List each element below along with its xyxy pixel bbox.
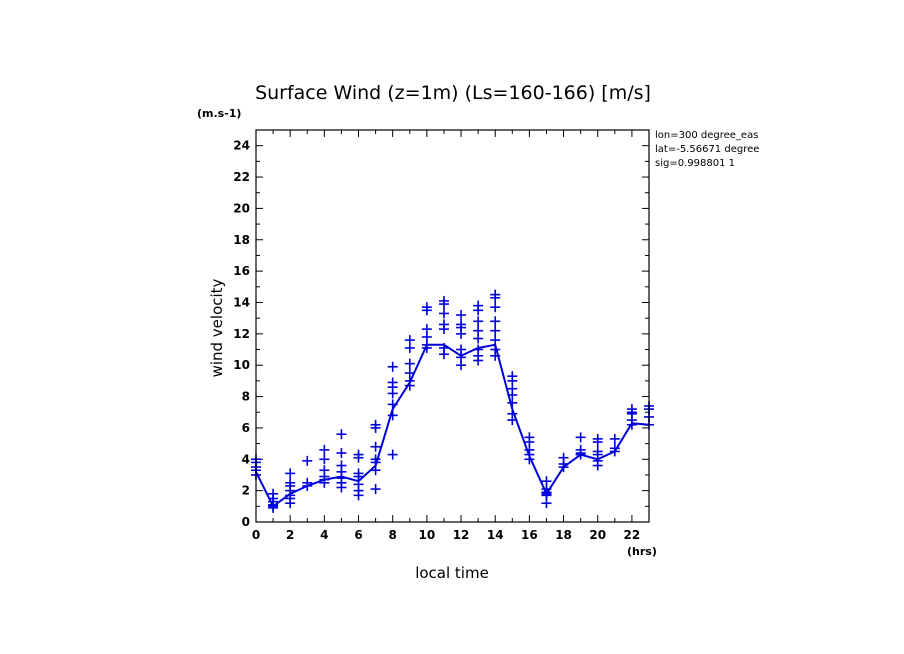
- y-tick-label: 0: [242, 515, 250, 529]
- scatter-point: [336, 429, 347, 440]
- scatter-point: [370, 422, 381, 433]
- y-tick-label: 8: [242, 390, 250, 404]
- info-lat: lat=-5.56671 degree: [655, 144, 759, 155]
- scatter-point: [319, 444, 330, 455]
- scatter-point: [421, 305, 432, 316]
- scatter-point: [575, 432, 586, 443]
- scatter-point: [404, 358, 415, 369]
- scatter-point: [473, 316, 484, 327]
- scatter-point: [490, 292, 501, 303]
- scatter-point: [387, 449, 398, 460]
- y-tick-label: 24: [233, 139, 250, 153]
- plot-frame: [255, 129, 650, 523]
- scatter-point: [490, 302, 501, 313]
- scatter-point: [285, 498, 296, 509]
- scatter-point: [456, 328, 467, 339]
- x-tick-label: 22: [624, 528, 641, 542]
- y-tick-label: 18: [233, 233, 250, 247]
- chart-title: Surface Wind (z=1m) (Ls=160-166) [m/s]: [255, 82, 651, 104]
- y-unit-label: (m.s-1): [197, 107, 241, 120]
- scatter-point: [370, 441, 381, 452]
- scatter-point: [336, 448, 347, 459]
- y-tick-label: 6: [242, 421, 250, 435]
- scatter-point: [404, 342, 415, 353]
- x-tick-label: 0: [252, 528, 260, 542]
- scatter-point: [438, 324, 449, 335]
- scatter-point: [456, 360, 467, 371]
- scatter-point: [541, 498, 552, 509]
- scatter-points: [251, 289, 654, 513]
- scatter-point: [609, 433, 620, 444]
- scatter-point: [387, 361, 398, 372]
- x-tick-label: 12: [453, 528, 470, 542]
- x-tick-label: 10: [419, 528, 436, 542]
- scatter-point: [438, 299, 449, 310]
- scatter-point: [473, 305, 484, 316]
- info-lon: lon=300 degree_eas: [655, 130, 758, 141]
- scatter-point: [473, 355, 484, 366]
- scatter-point: [438, 349, 449, 360]
- scatter-point: [319, 454, 330, 465]
- y-tick-label: 20: [233, 201, 250, 215]
- scatter-point: [456, 310, 467, 321]
- y-tick-label: 12: [233, 327, 250, 341]
- scatter-point: [592, 437, 603, 448]
- scatter-point: [490, 316, 501, 327]
- scatter-point: [473, 333, 484, 344]
- info-sig: sig=0.998801 1: [655, 158, 735, 169]
- scatter-point: [490, 335, 501, 346]
- x-tick-label: 14: [487, 528, 504, 542]
- y-tick-label: 10: [233, 358, 250, 372]
- scatter-point: [353, 490, 364, 501]
- scatter-point: [370, 484, 381, 495]
- x-tick-label: 20: [589, 528, 606, 542]
- x-axis-label: local time: [415, 564, 489, 582]
- x-tick-label: 2: [286, 528, 294, 542]
- y-axis-label: wind velocity: [208, 278, 226, 377]
- y-tick-label: 14: [233, 295, 250, 309]
- scatter-point: [353, 452, 364, 463]
- y-tick-label: 22: [233, 170, 250, 184]
- x-tick-label: 6: [354, 528, 362, 542]
- mean-line: [255, 343, 650, 508]
- x-tick-label: 8: [389, 528, 397, 542]
- scatter-point: [336, 482, 347, 493]
- x-tick-label: 16: [521, 528, 538, 542]
- y-tick-label: 16: [233, 264, 250, 278]
- scatter-point: [302, 455, 313, 466]
- x-tick-label: 18: [555, 528, 572, 542]
- scatter-point: [285, 468, 296, 479]
- y-tick-label: 2: [242, 484, 250, 498]
- y-tick-label: 4: [242, 452, 250, 466]
- x-tick-label: 4: [320, 528, 328, 542]
- x-unit-label: (hrs): [627, 545, 657, 558]
- scatter-point: [438, 308, 449, 319]
- scatter-point: [387, 388, 398, 399]
- scatter-point: [592, 460, 603, 471]
- scatter-point: [490, 325, 501, 336]
